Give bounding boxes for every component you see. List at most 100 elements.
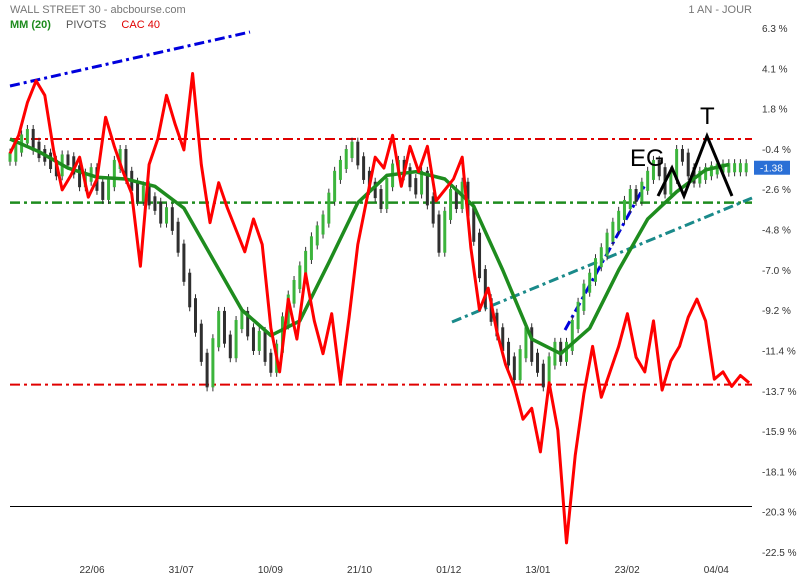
y-tick-label: -18.1 %	[762, 467, 797, 478]
period-label: 1 AN - JOUR	[688, 4, 752, 16]
candle-body	[379, 189, 383, 210]
candle-body	[257, 330, 261, 351]
candle-body	[715, 163, 719, 175]
y-tick-label: -11.4 %	[762, 346, 796, 357]
annotation-peaks	[656, 131, 734, 200]
candle-body	[373, 181, 377, 199]
y-tick-label: -7.0 %	[762, 266, 791, 277]
candle-body	[483, 269, 487, 308]
candle-body	[269, 352, 273, 373]
current-value-tag	[754, 160, 790, 175]
y-tick-label: -0.4 %	[762, 145, 791, 156]
candle-body	[541, 363, 545, 388]
y-tick-label: 1.8 %	[762, 105, 788, 116]
candle-body	[454, 189, 458, 210]
candle-body	[78, 165, 82, 188]
candle-body	[31, 128, 35, 151]
candle-body	[628, 189, 632, 210]
x-tick-label: 31/07	[169, 565, 194, 576]
candle-body	[437, 214, 441, 253]
candle-body	[622, 199, 626, 220]
candle-body	[199, 323, 203, 362]
candle-body	[547, 356, 551, 388]
candle-body	[217, 310, 221, 348]
mm20-line	[9, 137, 730, 356]
current-value-label: -1.38	[760, 164, 783, 175]
candle-body	[25, 128, 29, 144]
y-tick-label: -9.2 %	[762, 306, 791, 317]
candle-body	[640, 181, 644, 202]
candle-body	[611, 221, 615, 242]
candle-body	[524, 327, 528, 359]
candle-body	[176, 221, 180, 253]
candle-body	[692, 167, 696, 184]
x-tick-label: 23/02	[615, 565, 640, 576]
candle-body	[240, 310, 244, 330]
candle-body	[165, 207, 169, 224]
candle-body	[159, 201, 163, 224]
candle-body	[686, 152, 690, 177]
y-tick-label: -4.8 %	[762, 226, 791, 237]
candle-body	[408, 167, 412, 188]
y-tick-label: -13.7 %	[762, 387, 797, 398]
candle-body	[246, 310, 250, 337]
candle-body	[124, 148, 128, 180]
candle-body	[112, 159, 116, 188]
candle-body	[298, 265, 302, 290]
candle-body	[425, 170, 429, 206]
candle-body	[338, 159, 342, 180]
candle-body	[14, 143, 18, 162]
candle-body	[651, 159, 655, 180]
candle-body	[292, 279, 296, 304]
candle-body	[344, 148, 348, 170]
candle-body	[721, 163, 725, 173]
candle-body	[205, 352, 209, 388]
candle-body	[315, 225, 319, 246]
candle-body	[582, 283, 586, 311]
candle-body	[170, 207, 174, 231]
candle-body	[136, 181, 140, 202]
candle-body	[194, 298, 197, 333]
candle-body	[698, 170, 702, 184]
chart-title: WALL STREET 30 - abcbourse.com	[10, 4, 186, 16]
candle-body	[704, 167, 708, 180]
candle-body	[49, 152, 53, 170]
cac40-line	[8, 72, 751, 545]
candle-body	[8, 152, 12, 162]
candle-body	[709, 165, 713, 177]
candle-body	[431, 196, 435, 224]
candle-body	[188, 272, 192, 308]
candle-body	[107, 178, 111, 200]
candle-body	[420, 170, 424, 195]
candle-body	[680, 148, 684, 162]
candle-body	[675, 148, 679, 180]
candle-body	[449, 189, 453, 220]
candle-body	[304, 250, 308, 275]
candle-body	[356, 141, 360, 166]
candle-body	[101, 181, 105, 200]
legend-pivots: PIVOTS	[66, 19, 107, 31]
candle-body	[738, 163, 742, 173]
candle-body	[744, 163, 748, 173]
candle-body	[327, 192, 331, 224]
x-tick-label: 13/01	[525, 565, 550, 576]
candle-body	[66, 154, 70, 166]
y-tick-label: -2.6 %	[762, 185, 791, 196]
candle-body	[669, 170, 673, 195]
candle-body	[536, 352, 540, 373]
candle-body	[362, 156, 366, 180]
legend-mm: MM (20)	[10, 19, 51, 31]
candle-body	[228, 334, 232, 359]
candle-body	[570, 320, 574, 351]
annotation-t: T	[700, 103, 715, 130]
y-tick-label: -20.3 %	[762, 508, 797, 519]
annotation-eg: EG	[630, 145, 665, 172]
candle-body	[333, 170, 337, 202]
candle-body	[141, 185, 145, 202]
candle-body	[443, 210, 447, 253]
candle-body	[350, 141, 354, 159]
x-tick-label: 10/09	[258, 565, 283, 576]
y-tick-label: -15.9 %	[762, 427, 797, 438]
candle-body	[599, 247, 603, 268]
